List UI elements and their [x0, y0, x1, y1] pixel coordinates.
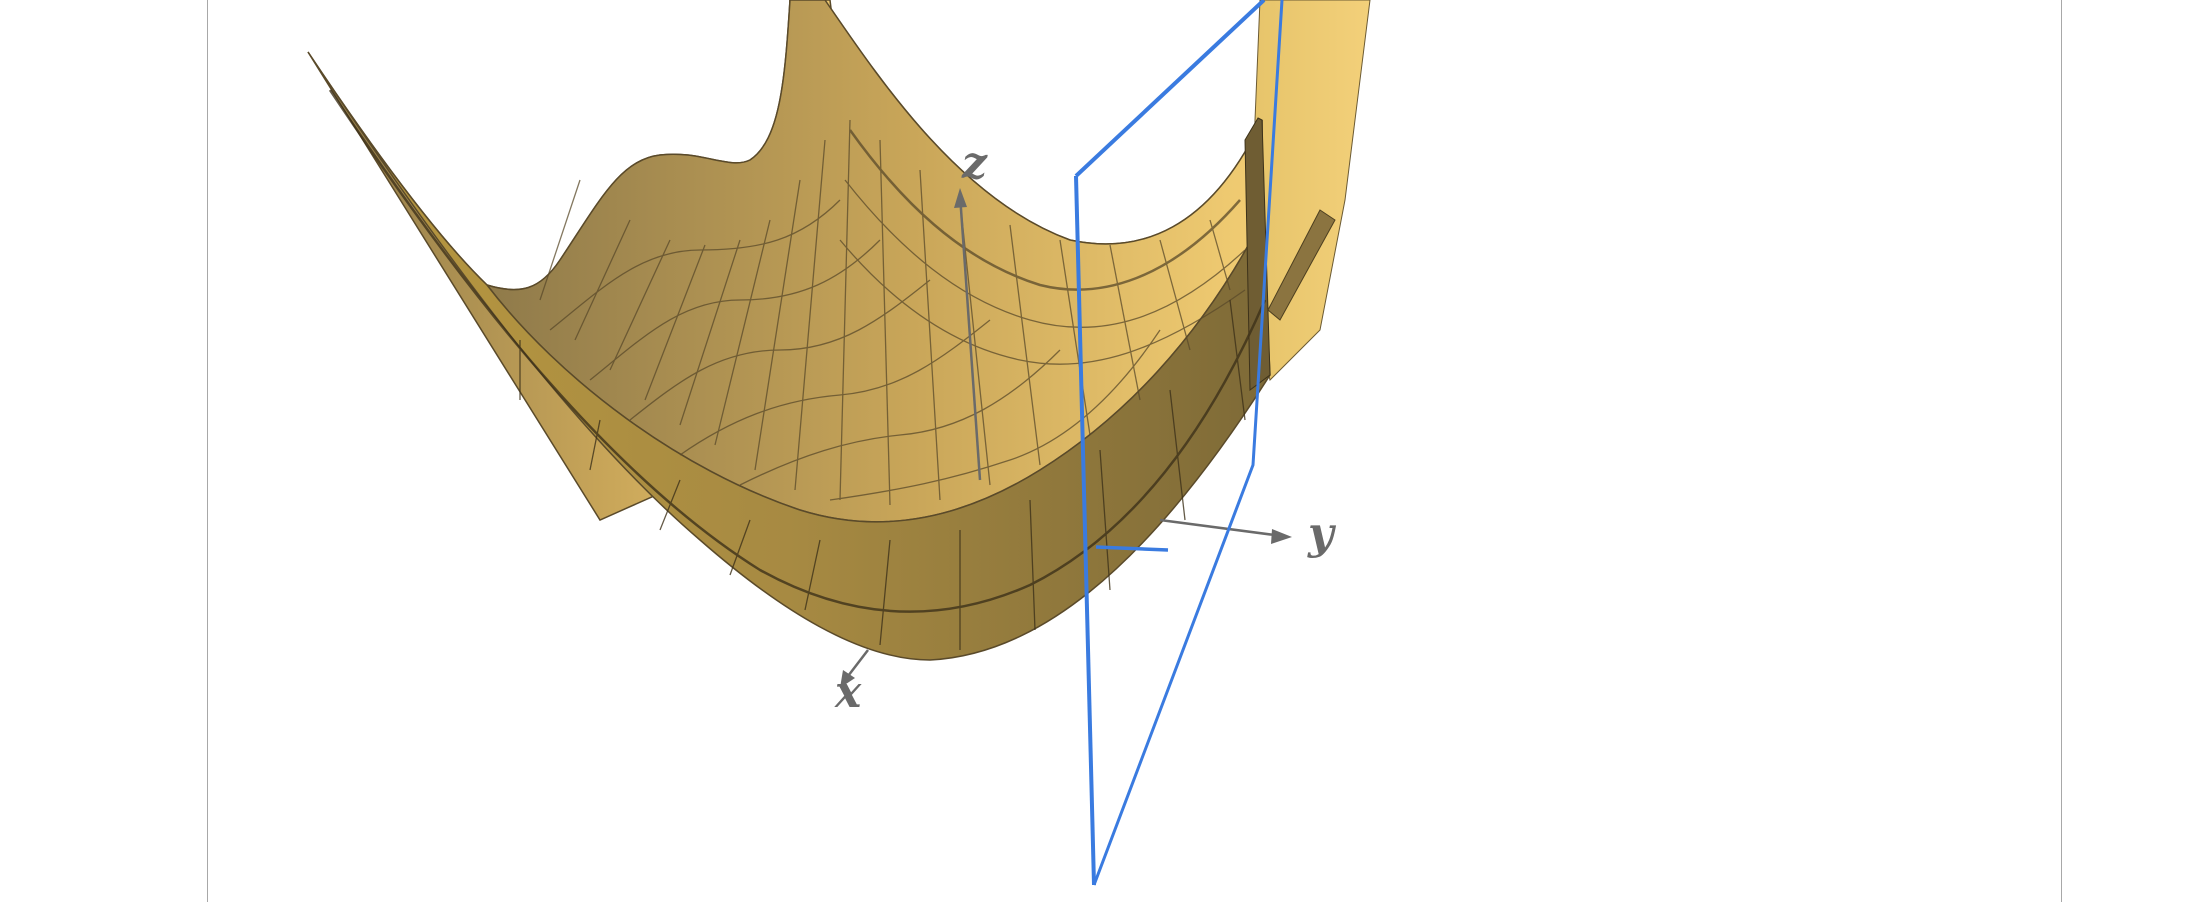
surface-right-lip [1267, 209, 1336, 321]
x-axis-label: x [834, 667, 862, 718]
front-strip-mesh-lines [328, 89, 1267, 650]
x-axis-arrowhead [840, 670, 855, 688]
blue-plane-outline[interactable] [1074, 0, 1284, 886]
plane-left-edge [1074, 175, 1096, 886]
z-axis-line [958, 194, 982, 481]
y-axis-line [1159, 518, 1283, 538]
plane-tick-mark [1095, 545, 1169, 552]
plane-top-edge [1074, 0, 1266, 178]
surface-front-strip [307, 51, 1271, 661]
y-axis-label: y [1307, 508, 1337, 559]
z-axis-arrowhead [954, 188, 967, 208]
surface-mesh-lines [539, 119, 1246, 506]
surface-front-right-edge [1244, 117, 1271, 391]
graph-canvas-frame[interactable] [207, 0, 2062, 902]
z-axis-label: z [961, 138, 988, 189]
y-axis-arrowhead [1271, 529, 1292, 544]
plane-bottom-edge [1092, 0, 1284, 886]
coordinate-axes [840, 188, 1292, 688]
